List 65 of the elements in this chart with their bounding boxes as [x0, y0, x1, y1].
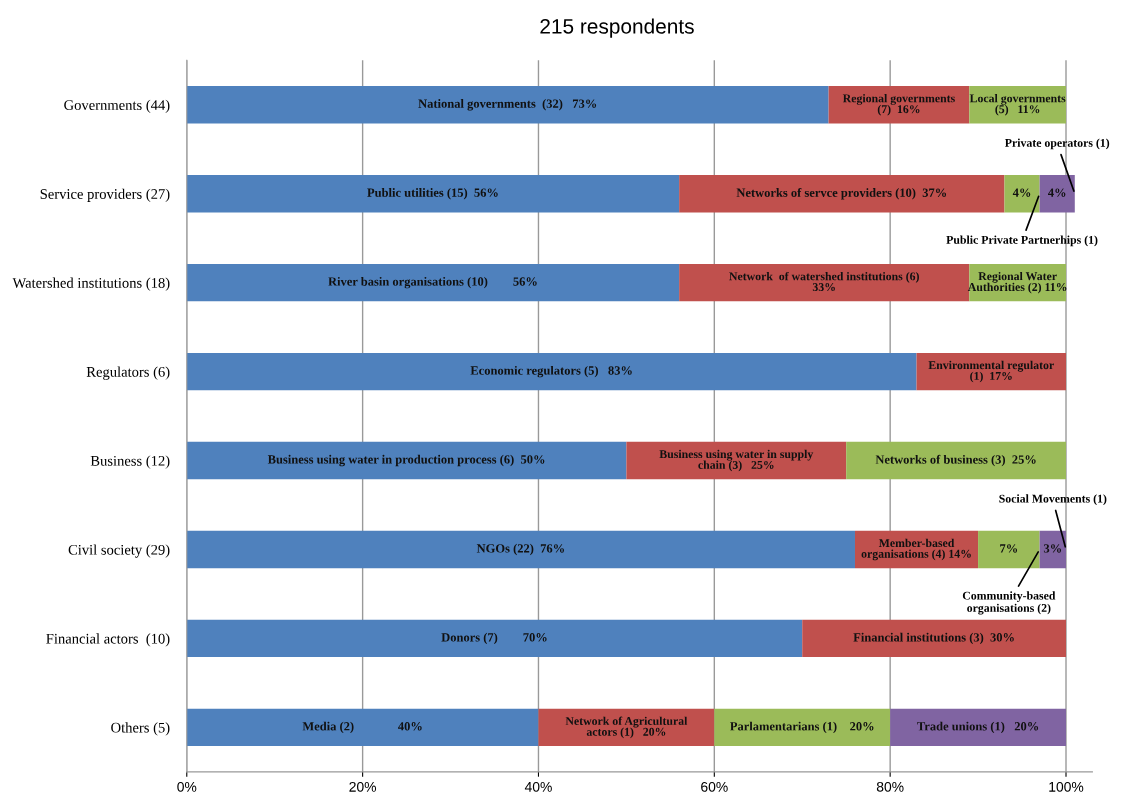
- data-label: 3%: [1043, 544, 1062, 553]
- bar: [626, 441, 847, 480]
- data-label: River basin organisations (10) 56%: [328, 276, 537, 289]
- data-label: Local governments (5) 11%: [969, 94, 1066, 116]
- x-tick-label: 40%: [524, 781, 552, 792]
- bar: [1039, 175, 1075, 213]
- bar: [714, 708, 891, 747]
- x-tick-label: 0%: [177, 781, 197, 792]
- y-tick-label: Watershed institutions (18): [12, 277, 170, 291]
- bar: [186, 263, 680, 302]
- annotation: Public Private Partnerhips (1): [946, 235, 1098, 247]
- bar: [186, 708, 539, 747]
- bar: [828, 86, 970, 124]
- data-label: Regional governments (7) 16%: [842, 94, 955, 116]
- bar: [890, 708, 1066, 747]
- bar: [186, 86, 829, 124]
- data-label: Donors (7) 70%: [441, 632, 547, 645]
- data-label: Economic regulators (5) 83%: [470, 365, 632, 378]
- data-label: 4%: [1012, 188, 1031, 197]
- x-tick-label: 80%: [876, 781, 904, 792]
- data-label: Business using water in supply chain (3) 25%: [659, 449, 814, 472]
- y-tick-label: Regulators (6): [86, 366, 170, 380]
- annotation: Community-based organisations (2): [962, 591, 1056, 615]
- chart-title: 215 respondents: [540, 18, 694, 38]
- data-label: Environmental regulator (1) 17%: [928, 360, 1054, 383]
- data-label: 7%: [1000, 544, 1018, 553]
- bar: [679, 263, 970, 302]
- y-tick-label: Others (5): [111, 722, 170, 736]
- bar: [679, 175, 1005, 213]
- bar: [186, 175, 680, 213]
- bar: [1004, 175, 1040, 213]
- data-label: Business using water in production process (6) 50%: [267, 454, 545, 467]
- bar: [186, 352, 917, 391]
- bar: [846, 441, 1066, 480]
- data-label: Trade unions (1) 20%: [917, 721, 1039, 734]
- y-tick-label: Financial actors (10): [46, 633, 170, 647]
- bar: [538, 708, 715, 747]
- data-label: Networks of servce providers (10) 37%: [736, 187, 947, 200]
- bar: [978, 530, 1040, 569]
- bar: [916, 352, 1066, 391]
- data-label: 4%: [1048, 188, 1066, 197]
- bar: [802, 619, 1066, 658]
- data-label: Member-based organisations (4) 14%: [861, 538, 971, 561]
- x-tick-label: 20%: [349, 781, 377, 792]
- y-tick-label: Business (12): [90, 455, 170, 469]
- bar: [186, 441, 627, 480]
- x-tick-label: 60%: [701, 781, 728, 792]
- data-label: National governments (32) 73%: [418, 99, 597, 111]
- data-label: NGOs (22) 76%: [476, 543, 564, 556]
- bar: [1039, 530, 1066, 569]
- y-tick-label: Service providers (27): [40, 188, 170, 202]
- x-tick-label: 100%: [1049, 781, 1084, 792]
- data-label: Media (2) 40%: [302, 721, 422, 734]
- bar: [186, 619, 803, 658]
- data-label: Networks of business (3) 25%: [875, 454, 1036, 467]
- annotation: Private operators (1): [1004, 138, 1110, 150]
- data-label: Parlamentarians (1) 20%: [730, 721, 874, 734]
- y-tick-label: Civil society (29): [68, 544, 170, 558]
- data-label: Network of watershed institutions (6) 33%: [729, 271, 919, 292]
- data-label: Network of Agricultural actors (1) 20%: [565, 716, 688, 739]
- data-label: Public utilities (15) 56%: [367, 188, 498, 200]
- data-label: Financial institutions (3) 30%: [853, 632, 1014, 645]
- y-tick-label: Governments (44): [64, 99, 170, 113]
- bar: [186, 530, 855, 569]
- annotation: Social Movements (1): [999, 494, 1107, 506]
